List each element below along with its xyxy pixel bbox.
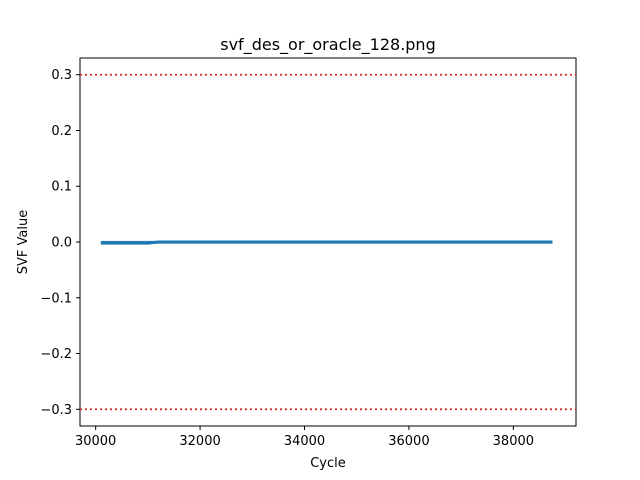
y-axis-label: SVF Value (16, 210, 31, 274)
x-tick-label-1: 32000 (179, 434, 220, 449)
series-noise-band-0 (100, 240, 553, 244)
series-group (100, 240, 553, 245)
y-tick-label-2: −0.1 (40, 291, 72, 306)
chart-title: svf_des_or_oracle_128.png (220, 35, 435, 55)
x-tick-label-0: 30000 (75, 434, 116, 449)
y-axis-ticks: −0.3 −0.2 −0.1 0.0 0.1 0.2 0.3 (40, 68, 80, 418)
y-tick-label-3: 0.0 (51, 236, 72, 251)
y-tick-label-5: 0.2 (51, 124, 72, 139)
x-axis-label: Cycle (310, 456, 346, 471)
y-tick-label-6: 0.3 (51, 68, 72, 83)
x-tick-label-2: 34000 (284, 434, 325, 449)
y-tick-label-1: −0.2 (40, 347, 72, 362)
y-tick-label-0: −0.3 (40, 403, 72, 418)
y-tick-label-4: 0.1 (51, 180, 72, 195)
x-tick-label-4: 38000 (493, 434, 534, 449)
x-axis-ticks: 30000 32000 34000 36000 38000 (75, 426, 534, 449)
x-tick-label-3: 36000 (388, 434, 429, 449)
